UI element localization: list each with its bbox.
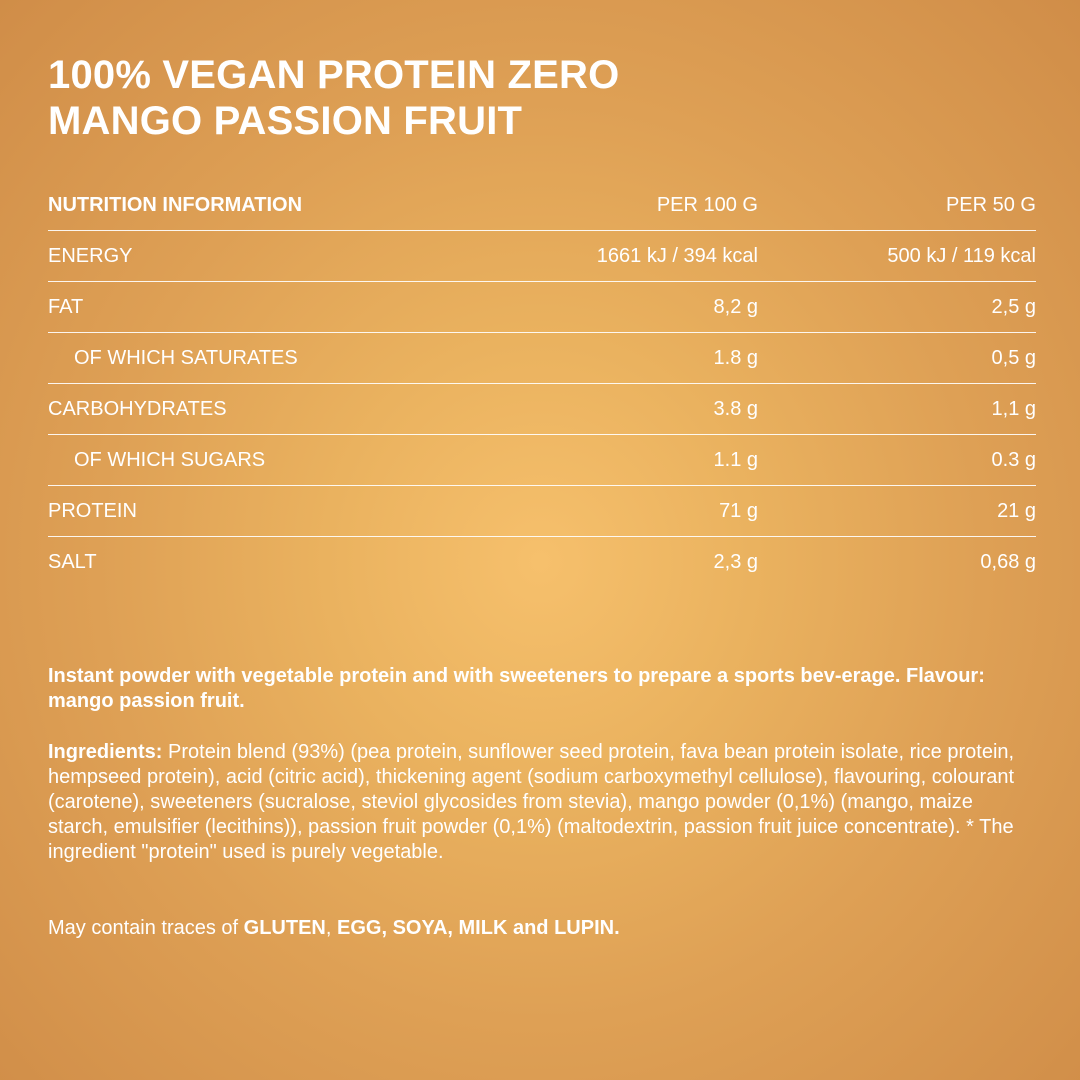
nutrition-row-energy: ENERGY 1661 kJ / 394 kcal 500 kJ / 119 k…	[48, 231, 1036, 282]
nutrient-label: OF WHICH SUGARS	[74, 448, 266, 471]
per-100g-value: 1.8 g	[713, 346, 758, 369]
nutrition-header-row: NUTRITION INFORMATION PER 100 G PER 50 G	[48, 180, 1036, 231]
ingredients-text: Protein blend (93%) (pea protein, sunflo…	[48, 741, 1015, 863]
per-50g-value: 2,5 g	[991, 295, 1036, 318]
nutrition-table: NUTRITION INFORMATION PER 100 G PER 50 G…	[48, 180, 1036, 587]
nutrition-row-fat: FAT 8,2 g 2,5 g	[48, 282, 1036, 333]
per-100g-value: 2,3 g	[713, 550, 758, 573]
per-100g-header: PER 100 G	[656, 193, 758, 216]
nutrition-row-protein: PROTEIN 71 g 21 g	[48, 486, 1036, 537]
nutrient-label: SALT	[48, 550, 97, 573]
traces-prefix: May contain traces of	[48, 917, 244, 939]
per-50g-value: 0,5 g	[991, 346, 1036, 369]
product-title: 100% VEGAN PROTEIN ZERO MANGO PASSION FR…	[48, 52, 619, 144]
product-description: Instant powder with vegetable protein an…	[48, 665, 985, 712]
per-50g-value: 1,1 g	[991, 397, 1036, 420]
nutrient-label: FAT	[48, 295, 84, 318]
ingredients-label: Ingredients:	[48, 741, 163, 763]
per-100g-value: 3.8 g	[713, 397, 758, 420]
nutrient-label: PROTEIN	[48, 499, 137, 522]
nutrient-label: ENERGY	[48, 244, 133, 267]
per-100g-value: 71 g	[719, 499, 758, 522]
per-50g-value: 500 kJ / 119 kcal	[887, 244, 1036, 267]
product-title-line2: MANGO PASSION FRUIT	[48, 99, 523, 143]
nutrition-row-saturates: OF WHICH SATURATES 1.8 g 0,5 g	[48, 333, 1036, 384]
per-100g-value: 1.1 g	[713, 448, 758, 471]
nutrition-header-label: NUTRITION INFORMATION	[48, 193, 303, 216]
ingredients-paragraph: Ingredients: Protein blend (93%) (pea pr…	[48, 740, 1038, 865]
nutrition-row-carbohydrates: CARBOHYDRATES 3.8 g 1,1 g	[48, 384, 1036, 435]
allergen-list: EGG, SOYA, MILK and LUPIN.	[337, 917, 620, 939]
nutrient-label: CARBOHYDRATES	[48, 397, 227, 420]
nutrition-row-salt: SALT 2,3 g 0,68 g	[48, 537, 1036, 587]
per-50g-value: 0,68 g	[980, 550, 1036, 573]
per-100g-value: 1661 kJ / 394 kcal	[596, 244, 758, 267]
per-50g-value: 0.3 g	[991, 448, 1036, 471]
traces-separator: ,	[325, 917, 337, 939]
per-50g-header: PER 50 G	[945, 193, 1036, 216]
per-50g-value: 21 g	[997, 499, 1036, 522]
allergen-traces: May contain traces of GLUTEN, EGG, SOYA,…	[48, 916, 1038, 941]
allergen-gluten: GLUTEN	[243, 917, 326, 939]
nutrient-label: OF WHICH SATURATES	[74, 346, 298, 369]
per-100g-value: 8,2 g	[713, 295, 758, 318]
product-title-line1: 100% VEGAN PROTEIN ZERO	[48, 53, 620, 97]
nutrition-row-sugars: OF WHICH SUGARS 1.1 g 0.3 g	[48, 435, 1036, 486]
